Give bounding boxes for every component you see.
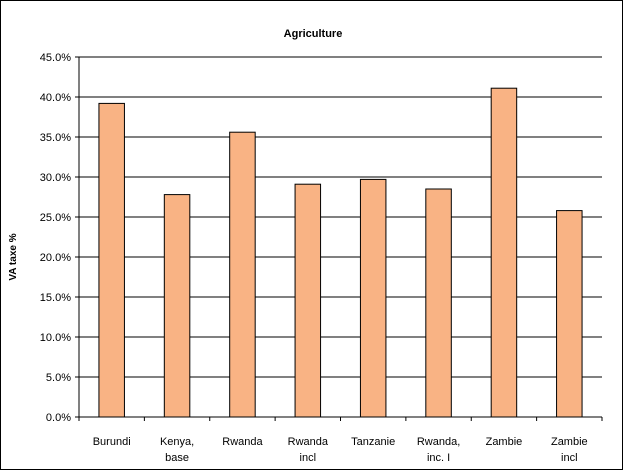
bar	[425, 188, 452, 418]
y-tick-label: 5.0%	[46, 372, 71, 384]
x-tick-label: Rwanda	[222, 436, 263, 448]
x-tick-label: Rwanda, inc. I	[417, 436, 460, 464]
gridlines	[79, 56, 602, 378]
x-tick-label: Burundi	[93, 436, 131, 448]
bars	[98, 87, 583, 418]
y-tick-label: 15.0%	[40, 292, 71, 304]
y-tick-labels: 0.0% 5.0% 10.0% 15.0% 20.0% 25.0% 30.0% 35.0% 40…	[40, 52, 71, 424]
y-axis-label: VA taxe %	[8, 233, 19, 280]
x-tick-labels: Burundi Kenya, base Rwanda Rwanda incl Tanzani…	[93, 436, 588, 464]
bar	[490, 87, 518, 418]
x-tick-label: Zambie incl	[551, 436, 588, 464]
y-tick-label: 40.0%	[40, 92, 71, 104]
y-tick-label: 35.0%	[40, 132, 71, 144]
bar	[163, 194, 191, 418]
axes	[75, 56, 603, 421]
bar	[556, 210, 583, 418]
bar	[229, 131, 256, 418]
y-tick-label: 45.0%	[40, 52, 71, 64]
x-tick-label: Kenya, base	[160, 436, 194, 464]
x-tick-label: Zambie	[486, 436, 523, 448]
y-tick-label: 30.0%	[40, 172, 71, 184]
chart-title: Agriculture	[284, 28, 343, 40]
bar	[294, 183, 322, 418]
bar	[98, 102, 125, 418]
y-tick-label: 25.0%	[40, 212, 71, 224]
bar	[359, 178, 387, 418]
y-tick-label: 20.0%	[40, 252, 71, 264]
y-tick-label: 10.0%	[40, 332, 71, 344]
y-tick-label: 0.0%	[46, 412, 71, 424]
x-tick-label: Tanzanie	[351, 436, 395, 448]
x-tick-label: Rwanda incl	[288, 436, 329, 464]
